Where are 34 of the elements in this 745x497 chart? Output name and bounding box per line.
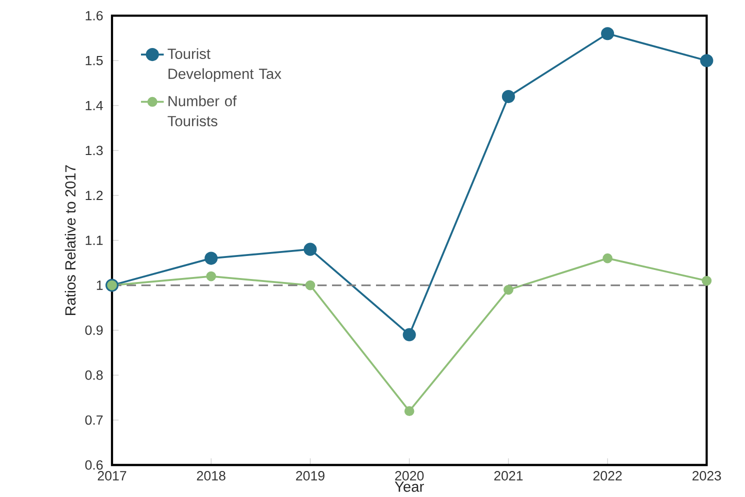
- point: [602, 253, 612, 264]
- point: [204, 252, 218, 265]
- point: [601, 27, 614, 40]
- x-tick-label: 2019: [296, 471, 324, 480]
- x-tick-label: 2020: [395, 471, 424, 480]
- point: [206, 271, 216, 282]
- x-axis-title: Year: [394, 482, 424, 492]
- point: [402, 328, 416, 342]
- y-tick-label: 1: [96, 280, 103, 290]
- x-tick-label: 2021: [494, 471, 523, 480]
- y-tick-label: 0.9: [85, 325, 103, 335]
- x-tick-label: 2022: [593, 471, 622, 480]
- y-axis-title: Ratios Relative to 2017: [64, 165, 76, 315]
- y-tick-label: 1.6: [86, 10, 103, 20]
- legend-label: Tourist Development Tax: [168, 48, 282, 82]
- y-tick-label: 0.7: [85, 415, 103, 425]
- y-tick-label: 0.6: [85, 460, 103, 470]
- legend-label: Number of Tourists: [168, 96, 237, 126]
- x-tick-label: 2018: [196, 471, 226, 480]
- point: [404, 406, 414, 416]
- y-tick-label: 1.1: [86, 236, 103, 245]
- y-tick-label: 1.5: [86, 56, 103, 66]
- y-tick-label: 1.2: [86, 190, 103, 200]
- x-tick-label: 2017: [98, 471, 126, 480]
- y-tick-label: 0.8: [85, 370, 103, 380]
- point: [700, 54, 714, 68]
- point: [504, 284, 514, 295]
- point: [305, 280, 316, 290]
- y-tick-label: 1.4: [86, 100, 103, 110]
- point: [304, 242, 317, 256]
- point: [702, 276, 712, 286]
- point: [502, 90, 515, 104]
- x-tick-label: 2023: [692, 471, 721, 480]
- y-tick-label: 1.3: [86, 146, 103, 156]
